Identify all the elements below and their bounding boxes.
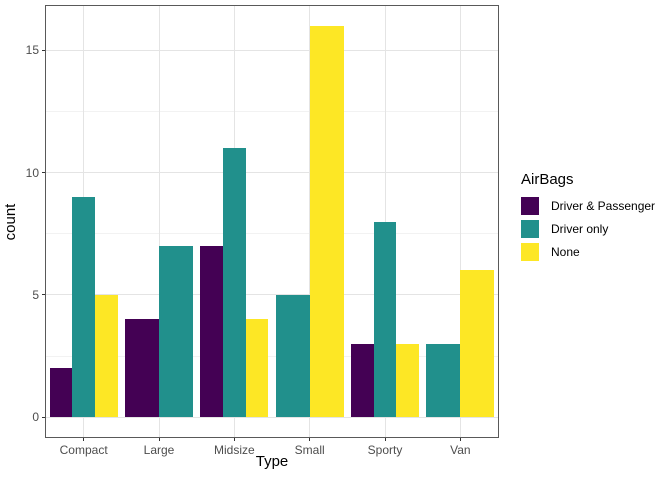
x-axis-tick-label: Large [143,443,175,457]
x-axis-tick-label: Midsize [213,443,255,457]
legend-item: Driver & Passenger [521,197,671,215]
legend-key-swatch [521,220,539,238]
legend-item-label: Driver only [551,222,609,236]
bar-compact-driver-passenger [49,368,73,418]
x-axis-tick-label: Sporty [367,443,403,457]
bar-van-none [460,270,495,418]
y-axis-tick-label: 5 [32,287,39,302]
bar-compact-driver-only [72,197,95,418]
legend-item: None [521,243,671,261]
x-axis-tick [309,438,311,441]
x-axis-tick-label: Small [294,443,325,457]
grid-vertical-line [459,6,461,437]
plot-area [46,6,498,437]
legend-item: Driver only [521,220,671,238]
x-axis-tick [459,438,461,441]
grid-vertical-line [158,6,160,437]
grid-minor-line [46,233,498,235]
grid-major-line [46,294,498,296]
bar-van-driver-only [426,343,461,418]
x-axis-tick [83,438,85,441]
bar-sporty-none [396,343,419,418]
grid-major-line [46,172,498,174]
legend-key-swatch [521,197,539,215]
x-axis-tick-label: Van [450,443,471,457]
legend-item-label: None [551,245,580,259]
bar-sporty-driver-passenger [351,343,374,418]
bar-compact-none [94,294,118,418]
grid-minor-line [46,355,498,357]
x-axis-title: Type [255,453,289,470]
bar-large-driver-only [159,245,193,418]
bar-midsize-driver-passenger [200,245,224,418]
grid-minor-line [46,110,498,112]
bar-small-none [309,25,344,418]
y-axis-tick-label: 10 [25,165,39,180]
bar-midsize-driver-only [223,148,246,418]
legend: AirBags Driver & Passenger Driver only Non… [521,171,671,266]
x-axis-tick [384,438,386,441]
bar-sporty-driver-only [373,221,397,418]
legend-key-swatch [521,243,539,261]
legend-item-label: Driver & Passenger [551,199,656,213]
grid-major-line [46,49,498,51]
bar-midsize-none [245,319,269,418]
legend-items: Driver & Passenger Driver only None [521,197,671,261]
y-axis-tick [42,416,45,418]
bar-small-driver-only [275,294,310,418]
y-axis-tick-label: 15 [25,43,39,58]
legend-title: AirBags [521,171,574,188]
x-axis-tick [158,438,160,441]
plot-panel [45,5,499,438]
y-axis-tick [42,49,45,51]
grid-major-line [46,416,498,418]
x-axis-tick-label: Compact [59,443,108,457]
y-axis-tick-label: 0 [32,410,39,425]
x-axis-tick [233,438,235,441]
y-axis-title: count [2,203,19,241]
bar-large-driver-passenger [125,319,159,418]
y-axis-tick [42,172,45,174]
y-axis-tick [42,294,45,296]
